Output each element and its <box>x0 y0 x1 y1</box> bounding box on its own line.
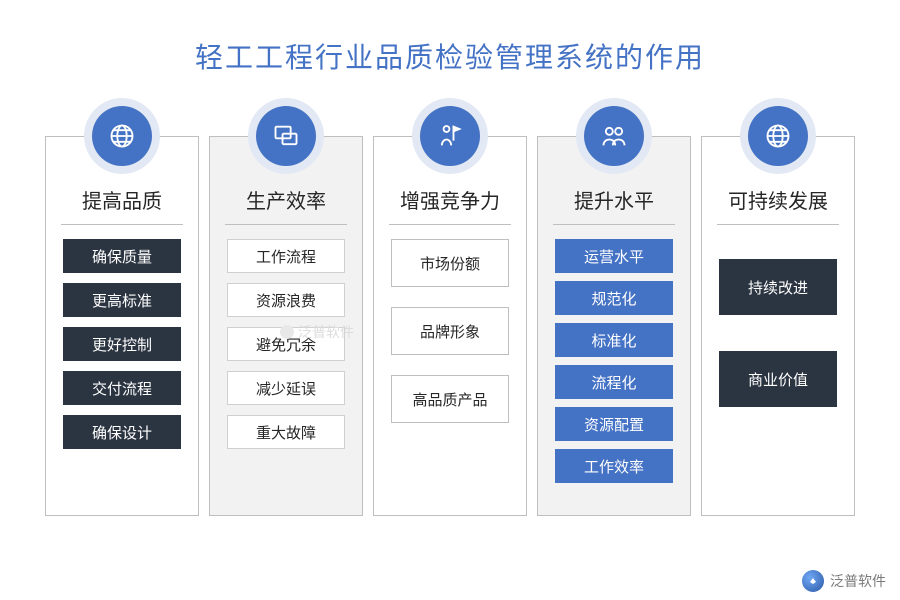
column-title: 生产效率 <box>225 181 347 225</box>
column-title: 提高品质 <box>61 181 183 225</box>
people-icon <box>584 106 644 166</box>
person-flag-icon <box>420 106 480 166</box>
globe-icon <box>748 106 808 166</box>
list-item: 规范化 <box>555 281 673 315</box>
column-level: 提升水平 运营水平 规范化 标准化 流程化 资源配置 工作效率 <box>537 106 691 516</box>
list-item: 高品质产品 <box>391 375 509 423</box>
card: 生产效率 工作流程 资源浪费 避免冗余 减少延误 重大故障 <box>209 136 363 516</box>
columns-container: 提高品质 确保质量 更高标准 更好控制 交付流程 确保设计 生产效率 工作流程 … <box>0 106 900 516</box>
list-item: 更高标准 <box>63 283 181 317</box>
list-item: 资源浪费 <box>227 283 345 317</box>
card: 可持续发展 持续改进 商业价值 <box>701 136 855 516</box>
list-item: 确保设计 <box>63 415 181 449</box>
list-item: 品牌形象 <box>391 307 509 355</box>
list-item: 工作流程 <box>227 239 345 273</box>
list-item: 资源配置 <box>555 407 673 441</box>
list-item: 工作效率 <box>555 449 673 483</box>
column-title: 提升水平 <box>553 181 675 225</box>
list-item: 运营水平 <box>555 239 673 273</box>
column-title: 可持续发展 <box>717 181 839 225</box>
list-item: 交付流程 <box>63 371 181 405</box>
list-item: 确保质量 <box>63 239 181 273</box>
card: 提高品质 确保质量 更高标准 更好控制 交付流程 确保设计 <box>45 136 199 516</box>
list-item: 避免冗余 <box>227 327 345 361</box>
list-item: 市场份额 <box>391 239 509 287</box>
card: 提升水平 运营水平 规范化 标准化 流程化 资源配置 工作效率 <box>537 136 691 516</box>
card: 增强竞争力 市场份额 品牌形象 高品质产品 <box>373 136 527 516</box>
list-item: 持续改进 <box>719 259 837 315</box>
column-efficiency: 生产效率 工作流程 资源浪费 避免冗余 减少延误 重大故障 <box>209 106 363 516</box>
list-item: 减少延误 <box>227 371 345 405</box>
footer-brand: 泛普软件 <box>802 570 886 592</box>
brand-name: 泛普软件 <box>830 571 886 591</box>
list-item: 流程化 <box>555 365 673 399</box>
column-quality: 提高品质 确保质量 更高标准 更好控制 交付流程 确保设计 <box>45 106 199 516</box>
list-item: 标准化 <box>555 323 673 357</box>
chat-icon <box>256 106 316 166</box>
list-item: 更好控制 <box>63 327 181 361</box>
page-title: 轻工工程行业品质检验管理系统的作用 <box>0 0 900 106</box>
list-item: 商业价值 <box>719 351 837 407</box>
column-competitiveness: 增强竞争力 市场份额 品牌形象 高品质产品 <box>373 106 527 516</box>
list-item: 重大故障 <box>227 415 345 449</box>
column-sustainable: 可持续发展 持续改进 商业价值 <box>701 106 855 516</box>
globe-icon <box>92 106 152 166</box>
brand-logo-icon <box>802 570 824 592</box>
column-title: 增强竞争力 <box>389 181 511 225</box>
